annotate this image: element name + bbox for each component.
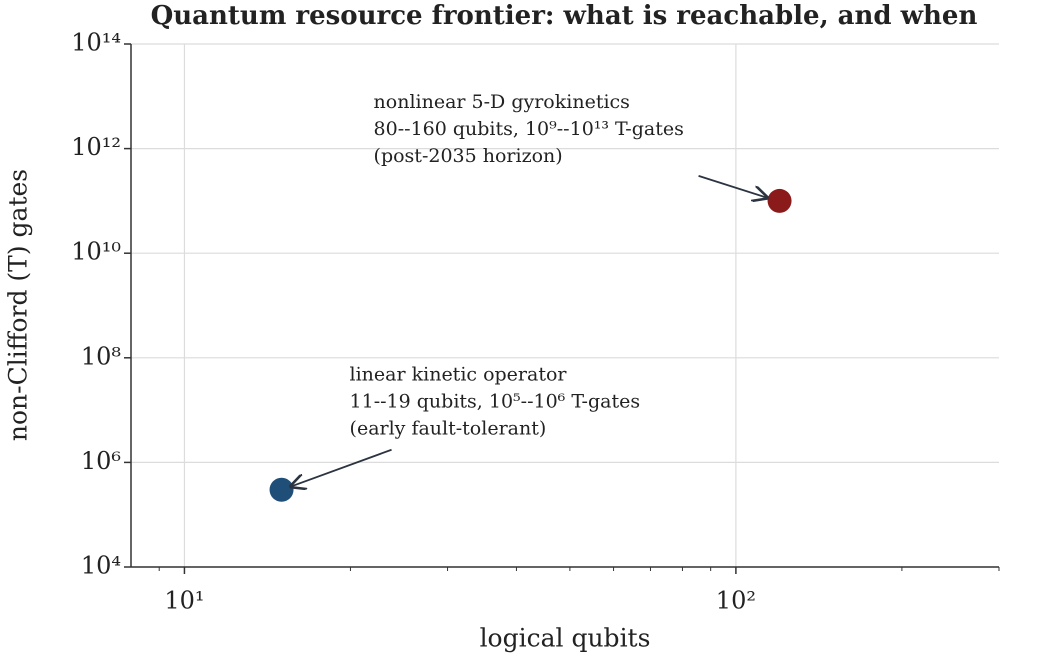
annotation-arrow [698,175,769,198]
annotation-text: 11--19 qubits, 10⁵--10⁶ T-gates [350,391,641,413]
x-tick-label: 10¹ [164,587,204,615]
y-tick-label: 10⁶ [81,447,121,475]
point [767,188,792,213]
annotation-text: nonlinear 5-D gyrokinetics [374,91,630,113]
y-tick-label: 10⁴ [81,552,121,580]
annotation-text: (early fault-tolerant) [350,418,547,440]
chart-title: Quantum resource frontier: what is reach… [151,1,978,31]
y-tick-label: 10⁸ [81,342,121,370]
y-tick-label: 10¹⁴ [71,29,121,57]
annotation-text: linear kinetic operator [350,364,568,386]
x-tick-label: 10² [716,587,756,615]
y-axis-label: non-Clifford (T) gates [4,169,33,441]
y-tick-label: 10¹² [71,133,121,161]
annotation-arrow [289,448,392,487]
point [269,477,294,502]
annotation-text: 80--160 qubits, 10⁹--10¹³ T-gates [374,118,684,140]
x-axis-label: logical qubits [480,624,651,653]
annotation-text: (post-2035 horizon) [374,145,563,167]
y-tick-label: 10¹⁰ [71,238,121,266]
